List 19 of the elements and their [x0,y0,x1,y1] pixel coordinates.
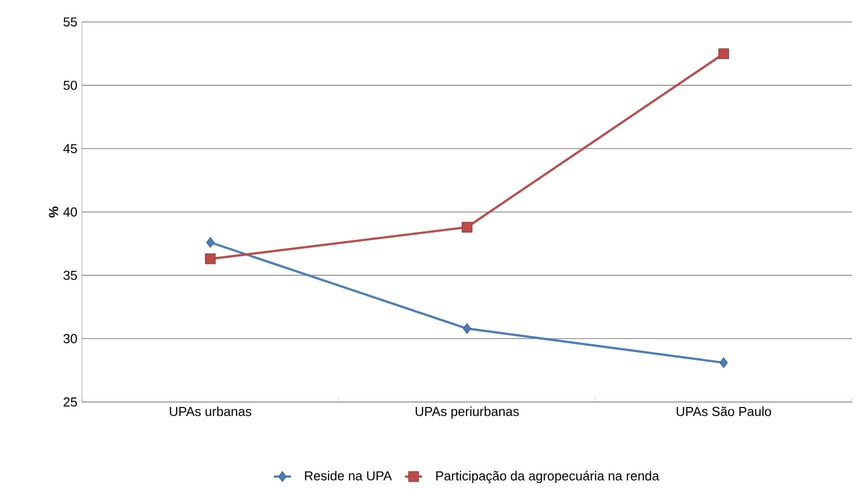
point [462,323,472,334]
y-tick-label: 55 [64,17,77,27]
y-tick-label: 25 [64,397,77,407]
y-tick-label: 40 [63,207,77,217]
y-tick-label: 45 [63,144,77,154]
y-tick-label: 35 [64,270,77,280]
x-tick-label: UPAs urbanas [170,406,252,416]
legend-label: Reside na UPA [305,470,392,480]
legend-label: Participação da agropecuária na renda [436,470,660,484]
y-tick-label: 30 [64,334,77,344]
y-axis-title: % [49,206,58,218]
point [718,48,729,59]
point [206,237,214,248]
point [462,222,472,232]
x-tick-label: UPAs São Paulo [676,406,772,416]
y-tick-label: 50 [64,80,77,90]
point [205,254,216,264]
point [720,357,728,368]
x-tick-label: UPAs periurbanas [416,406,519,419]
